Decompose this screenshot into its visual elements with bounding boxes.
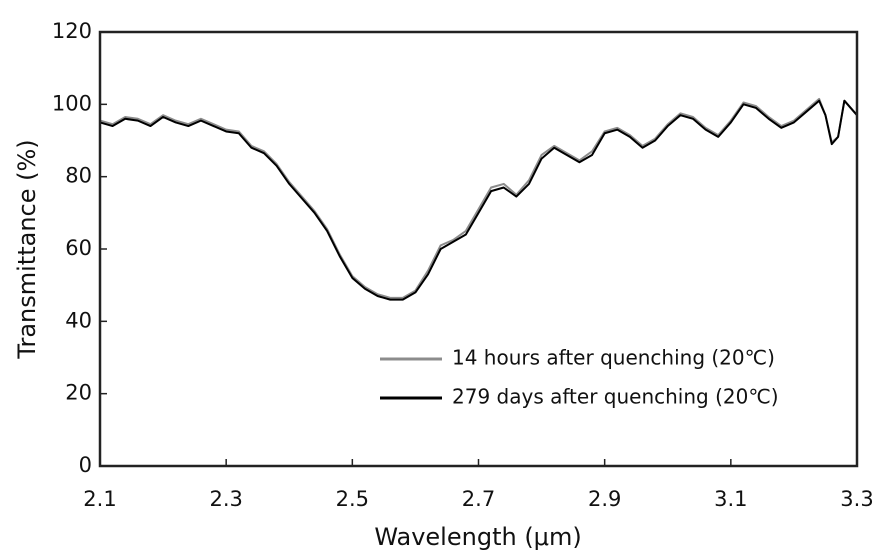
y-tick-label: 100	[52, 91, 92, 115]
x-tick-label: 2.3	[209, 487, 242, 511]
y-tick-label: 60	[65, 236, 92, 260]
x-tick-label: 2.7	[462, 487, 495, 511]
x-tick-label: 2.1	[83, 487, 116, 511]
y-tick-label: 40	[65, 308, 92, 332]
x-tick-label: 3.3	[840, 487, 873, 511]
legend-label: 279 days after quenching (20℃)	[452, 385, 779, 409]
y-tick-label: 0	[79, 453, 92, 477]
legend-label: 14 hours after quenching (20℃)	[452, 346, 775, 370]
plot-frame	[98, 30, 859, 468]
y-tick-label: 120	[52, 19, 92, 43]
data-line	[99, 97, 858, 299]
y-tick-label: 80	[65, 164, 92, 188]
y-axis-title: Transmittance (%)	[13, 139, 41, 359]
x-tick-label: 2.9	[588, 487, 621, 511]
x-axis-title: Wavelength (μm)	[374, 523, 581, 551]
y-tick-label: 20	[65, 381, 92, 405]
data-line	[99, 99, 858, 301]
x-tick-label: 3.1	[714, 487, 747, 511]
x-tick-label: 2.5	[336, 487, 369, 511]
